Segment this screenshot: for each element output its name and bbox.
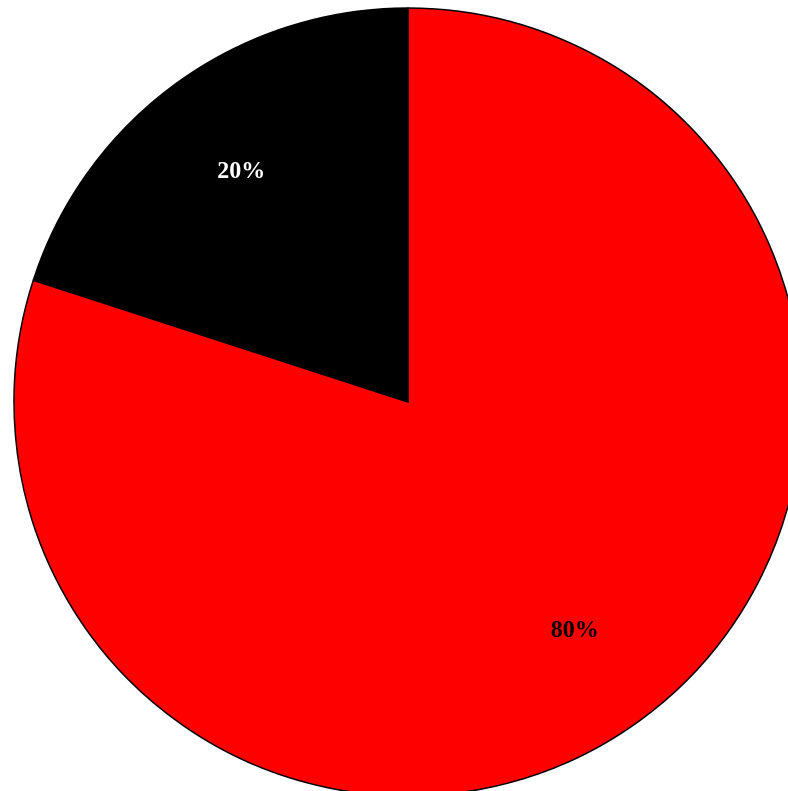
- value-label: 20%: [217, 158, 265, 184]
- pie-slice: [13, 7, 788, 791]
- value-label: 80%: [551, 617, 599, 643]
- pie-slice: [32, 7, 409, 404]
